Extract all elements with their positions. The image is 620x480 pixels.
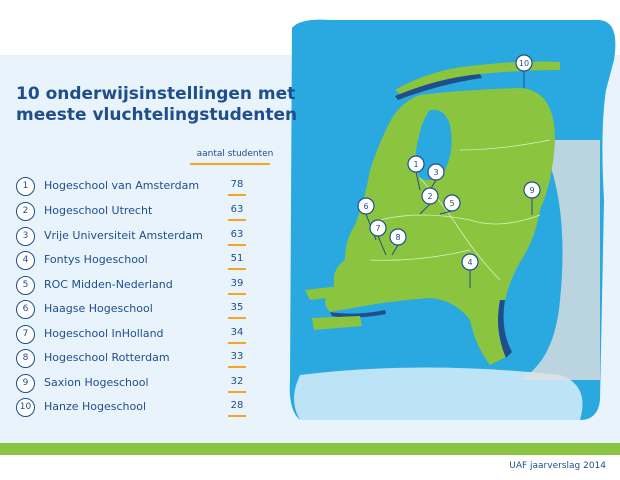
mainland	[325, 88, 555, 365]
map-marker: 7	[369, 219, 387, 256]
zeeland	[305, 286, 345, 300]
list-item: 4 Fontys Hogeschool 51	[16, 251, 256, 273]
count-underline	[228, 415, 246, 417]
count-underline	[228, 317, 246, 319]
list-item: 10 Hanze Hogeschool 28	[16, 398, 256, 420]
map-marker-label: 10	[519, 59, 529, 68]
institution-name: Fontys Hogeschool	[44, 253, 148, 266]
rank-number-badge: 3	[16, 227, 35, 246]
institution-name: Hogeschool Rotterdam	[44, 351, 170, 364]
list-item: 5 ROC Midden-Nederland 39	[16, 276, 256, 298]
column-header-underline	[190, 163, 270, 165]
student-count: 34	[230, 327, 244, 338]
rank-number-badge: 8	[16, 349, 35, 368]
column-header: aantal studenten	[196, 149, 274, 159]
count-underline	[228, 268, 246, 270]
institution-name: Hogeschool van Amsterdam	[44, 179, 200, 192]
rank-number-badge: 5	[16, 276, 35, 295]
institution-name: Vrije Universiteit Amsterdam	[44, 229, 203, 242]
list-item: 1 Hogeschool van Amsterdam 78	[16, 177, 256, 199]
student-count: 32	[230, 376, 244, 387]
rank-number-badge: 7	[16, 325, 35, 344]
map-marker: 1	[407, 155, 425, 191]
map-marker: 9	[523, 181, 541, 215]
institution-name: ROC Midden-Nederland	[44, 278, 173, 291]
institution-name: Hanze Hogeschool	[44, 400, 147, 413]
scroll-curl	[294, 367, 583, 420]
rank-number-badge: 10	[16, 398, 35, 417]
wadden-islands	[395, 61, 560, 98]
scroll-shadow	[520, 140, 600, 380]
map-marker-label: 4	[467, 258, 472, 267]
student-count: 39	[230, 278, 244, 289]
map-marker: 4	[461, 253, 479, 288]
count-underline	[228, 366, 246, 368]
map-markers: 10 1 3 2 5 9 6 7 8 4	[357, 54, 541, 288]
student-count: 51	[230, 253, 244, 264]
map-marker-label: 7	[375, 224, 380, 233]
count-underline	[228, 342, 246, 344]
student-count: 35	[230, 302, 244, 313]
map-marker: 3	[427, 163, 445, 191]
institution-name: Hogeschool InHolland	[44, 327, 164, 340]
list-item: 7 Hogeschool InHolland 34	[16, 325, 256, 347]
count-underline	[228, 391, 246, 393]
list-item: 3 Vrije Universiteit Amsterdam 63	[16, 227, 256, 249]
count-underline	[228, 194, 246, 196]
rank-number-badge: 9	[16, 374, 35, 393]
map-marker-label: 1	[413, 160, 418, 169]
map-marker-label: 6	[363, 202, 368, 211]
institution-name: Haagse Hogeschool	[44, 302, 153, 315]
student-count: 33	[230, 351, 244, 362]
rank-number-badge: 1	[16, 177, 35, 196]
rank-number-badge: 6	[16, 300, 35, 319]
rank-number-badge: 4	[16, 251, 35, 270]
count-underline	[228, 219, 246, 221]
map-marker: 10	[515, 54, 533, 88]
map-marker-label: 5	[449, 199, 454, 208]
map-marker-label: 3	[433, 168, 438, 177]
student-count: 78	[230, 179, 244, 190]
list-item: 8 Hogeschool Rotterdam 33	[16, 349, 256, 371]
map-marker-label: 8	[395, 233, 400, 242]
map-marker: 2	[419, 187, 439, 215]
map-marker-label: 2	[427, 192, 432, 201]
count-underline	[228, 244, 246, 246]
map-marker: 8	[389, 228, 407, 256]
institution-name: Saxion Hogeschool	[44, 376, 149, 389]
rank-number-badge: 2	[16, 202, 35, 221]
count-underline	[228, 293, 246, 295]
footer-credit: UAF jaarverslag 2014	[509, 461, 606, 471]
student-count: 63	[230, 204, 244, 215]
map-marker-label: 9	[529, 186, 534, 195]
list-item: 9 Saxion Hogeschool 32	[16, 374, 256, 396]
list-item: 6 Haagse Hogeschool 35	[16, 300, 256, 322]
bottom-bar	[0, 443, 620, 455]
institution-name: Hogeschool Utrecht	[44, 204, 153, 217]
map-marker: 5	[439, 194, 461, 215]
list-item: 2 Hogeschool Utrecht 63	[16, 202, 256, 224]
student-count: 63	[230, 229, 244, 240]
page-title: 10 onderwijsinstellingen met meeste vluc…	[16, 84, 298, 125]
student-count: 28	[230, 400, 244, 411]
